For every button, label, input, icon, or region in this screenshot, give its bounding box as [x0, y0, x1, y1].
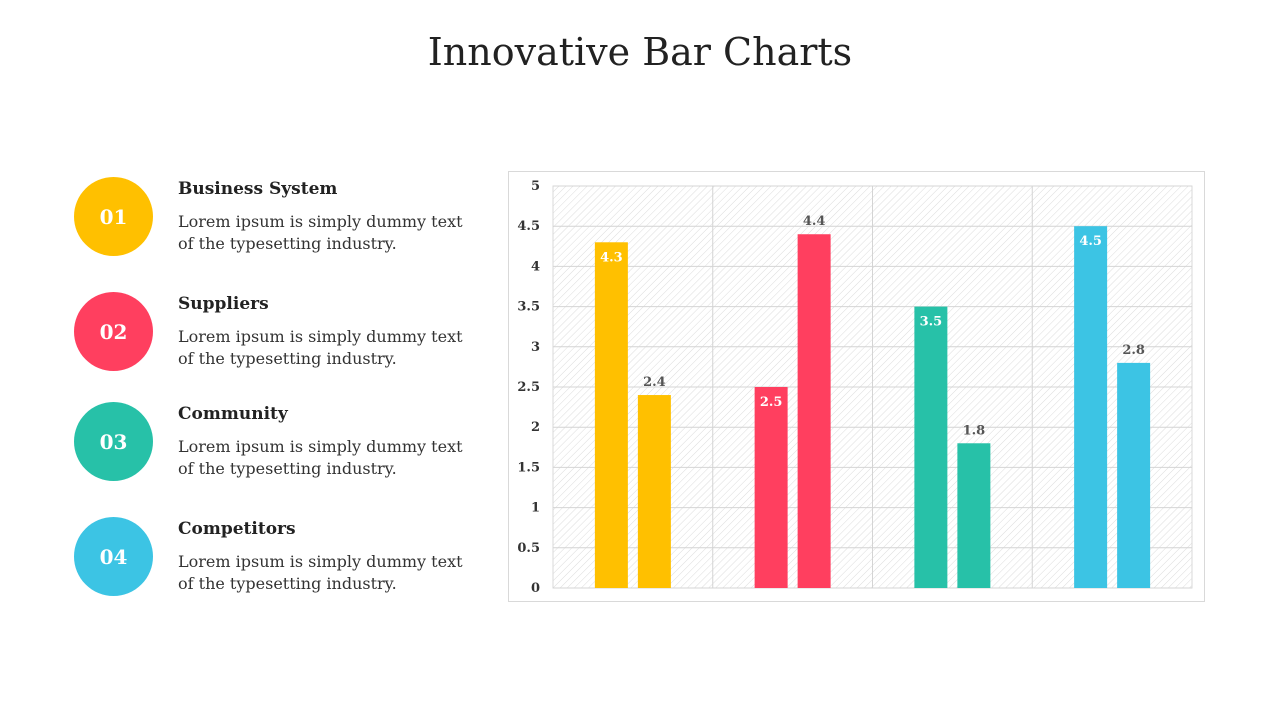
data-label: 3.5 — [920, 315, 943, 330]
item-title: Business System — [178, 179, 338, 199]
item-description: Lorem ipsum is simply dummy text of the … — [178, 212, 463, 253]
list-item-suppliers: 02 Suppliers Lorem ipsum is simply dummy… — [74, 292, 494, 372]
bar — [797, 234, 831, 589]
y-tick-label: 3.5 — [517, 300, 540, 315]
y-tick-label: 4.5 — [517, 219, 540, 234]
item-title: Competitors — [178, 519, 296, 539]
y-tick-label: 0 — [531, 581, 540, 596]
data-label: 4.3 — [600, 250, 623, 265]
item-title: Community — [178, 404, 288, 424]
list-item-business-system: 01 Business System Lorem ipsum is simply… — [74, 177, 494, 257]
item-description: Lorem ipsum is simply dummy text of the … — [178, 437, 463, 478]
bar — [594, 242, 628, 588]
data-label: 1.8 — [963, 423, 986, 438]
data-label: 4.5 — [1079, 234, 1102, 249]
bar — [1117, 362, 1151, 588]
bar-chart-svg: 0 0.5 1 1.5 2 2.5 3 3.5 4 4.5 5 4.3 2.4 2.5 4.4 3.5 1.8 4… — [517, 179, 1193, 596]
bar — [637, 395, 671, 588]
bar — [1074, 226, 1108, 588]
data-label: 2.4 — [643, 375, 666, 390]
y-tick-label: 5 — [531, 179, 540, 194]
data-label: 4.4 — [803, 214, 826, 229]
page-title: Innovative Bar Charts — [427, 30, 853, 74]
number-badge: 02 — [74, 292, 153, 371]
y-tick-label: 1.5 — [517, 460, 540, 475]
y-tick-label: 3 — [531, 340, 540, 355]
data-label: 2.8 — [1122, 343, 1145, 358]
y-tick-label: 2.5 — [517, 380, 540, 395]
item-description: Lorem ipsum is simply dummy text of the … — [178, 552, 463, 593]
bar — [914, 306, 948, 588]
number-badge: 01 — [74, 177, 153, 256]
number-badge: 04 — [74, 517, 153, 596]
item-title: Suppliers — [178, 294, 269, 314]
y-tick-label: 1 — [531, 501, 540, 516]
bar — [957, 443, 991, 588]
y-tick-label: 4 — [531, 259, 540, 274]
y-tick-label: 2 — [531, 420, 540, 435]
list-item-community: 03 Community Lorem ipsum is simply dummy… — [74, 402, 494, 482]
y-tick-label: 0.5 — [517, 541, 540, 556]
bar-chart: 0 0.5 1 1.5 2 2.5 3 3.5 4 4.5 5 4.3 2.4 2.5 4.4 3.5 1.8 4… — [508, 171, 1205, 602]
list-item-competitors: 04 Competitors Lorem ipsum is simply dum… — [74, 517, 494, 597]
number-badge: 03 — [74, 402, 153, 481]
data-label: 2.5 — [760, 395, 783, 410]
item-description: Lorem ipsum is simply dummy text of the … — [178, 327, 463, 368]
bar — [754, 387, 788, 588]
